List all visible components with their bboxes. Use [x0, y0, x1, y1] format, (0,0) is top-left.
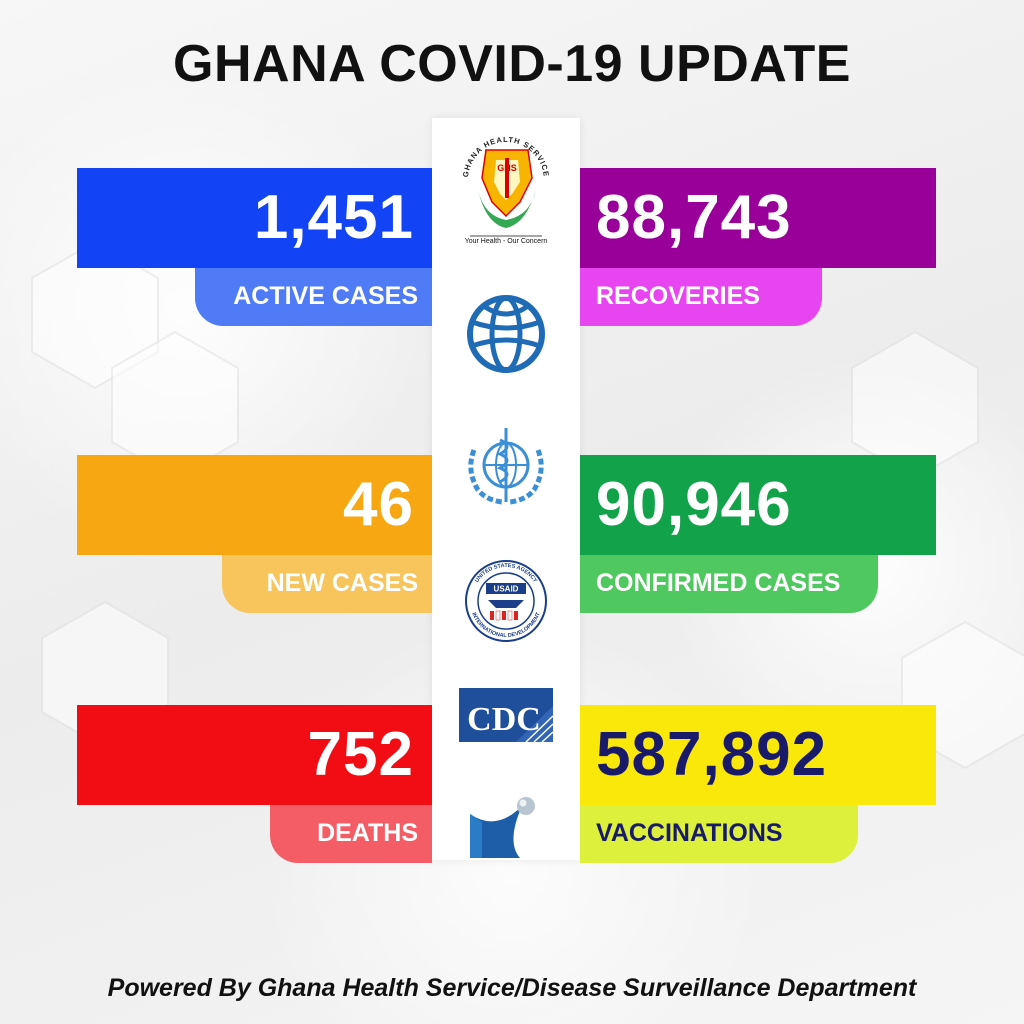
- confirmed-cases-tab: CONFIRMED CASES: [580, 555, 878, 613]
- recoveries-bar: 88,743: [580, 168, 936, 268]
- vaccinations-bar: 587,892: [580, 705, 936, 805]
- partner-swoosh-icon: [470, 797, 535, 858]
- deaths-label: DEATHS: [317, 819, 418, 847]
- recoveries-label: RECOVERIES: [596, 282, 760, 310]
- recoveries-value: 88,743: [596, 183, 792, 252]
- cdc-logo: CDC: [459, 688, 554, 743]
- world-bank-icon: [467, 295, 545, 373]
- footer-credit: Powered By Ghana Health Service/Disease …: [107, 974, 917, 1002]
- cdc-text: CDC: [467, 701, 541, 738]
- recoveries-tab: RECOVERIES: [580, 268, 822, 326]
- active-cases-tab: ACTIVE CASES: [195, 268, 432, 326]
- hexagon-decoration: [31, 240, 159, 390]
- vaccinations-label: VACCINATIONS: [596, 819, 783, 847]
- new-cases-value: 46: [343, 470, 414, 539]
- deaths-bar: 752: [77, 705, 432, 805]
- usaid-text: USAID: [494, 585, 519, 594]
- deaths-value: 752: [307, 720, 414, 789]
- confirmed-cases-value: 90,946: [596, 470, 792, 539]
- who-icon: [468, 428, 544, 505]
- confirmed-cases-label: CONFIRMED CASES: [596, 569, 841, 597]
- usaid-logo: UNITED STATES AGENCY INTERNATIONAL DEVEL…: [465, 560, 547, 642]
- active-cases-label: ACTIVE CASES: [233, 282, 418, 310]
- new-cases-label: NEW CASES: [266, 569, 418, 597]
- new-cases-tab: NEW CASES: [222, 555, 432, 613]
- ghs-tagline: Your Health - Our Concern: [465, 238, 548, 245]
- active-cases-bar: 1,451: [77, 168, 432, 268]
- vaccinations-value: 587,892: [596, 720, 828, 789]
- ghana-health-service-logo: GHANA HEALTH SERVICE GHS Your Health - O…: [461, 135, 550, 245]
- vaccinations-tab: VACCINATIONS: [580, 805, 858, 863]
- active-cases-value: 1,451: [253, 183, 414, 252]
- page-title: GHANA COVID-19 UPDATE: [173, 35, 851, 93]
- deaths-tab: DEATHS: [270, 805, 432, 863]
- new-cases-bar: 46: [77, 455, 432, 555]
- confirmed-cases-bar: 90,946: [580, 455, 936, 555]
